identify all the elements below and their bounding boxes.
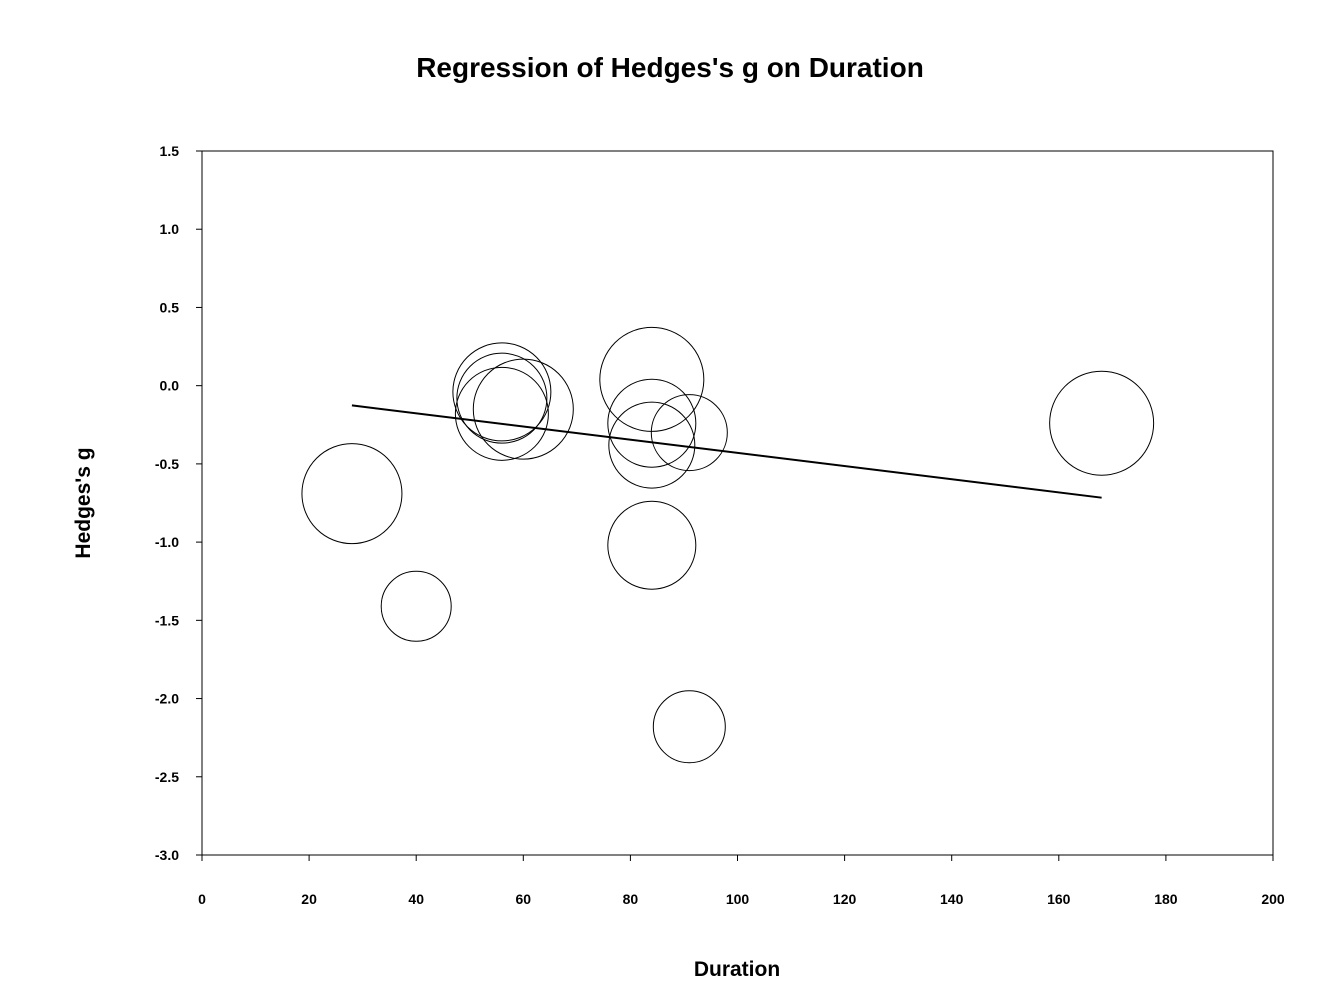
plot-area-frame <box>201 150 1274 856</box>
y-tick-label: -2.0 <box>155 691 179 707</box>
y-tick-label: 0.0 <box>160 378 180 394</box>
x-tick-label: 60 <box>516 891 532 907</box>
regression-line <box>351 404 1102 499</box>
study-point <box>652 690 726 764</box>
chart-title: Regression of Hedges's g on Duration <box>416 52 924 83</box>
study-point <box>607 500 697 590</box>
regression-layer <box>351 404 1102 499</box>
y-tick-label: -3.0 <box>155 847 179 863</box>
study-point <box>452 342 552 442</box>
study-point <box>380 570 452 642</box>
x-tick-label: 20 <box>301 891 317 907</box>
x-tick-label: 120 <box>833 891 857 907</box>
points-layer <box>301 326 1155 764</box>
y-tick-label: 1.5 <box>160 143 180 159</box>
y-axis-title: Hedges's g <box>72 447 95 558</box>
y-tick-label: 0.5 <box>160 299 180 315</box>
x-tick-label: 160 <box>1047 891 1071 907</box>
x-tick-label: 200 <box>1261 891 1285 907</box>
y-axis: 1.5 1.0 0.5 0.0 -0.5 -1.0 -1.5 -2.0 -2.5 -3.0 <box>155 143 202 863</box>
y-tick-label: -2.5 <box>155 769 179 785</box>
x-tick-label: 80 <box>623 891 639 907</box>
study-point <box>608 401 696 489</box>
study-point <box>1049 370 1155 476</box>
x-axis-title: Duration <box>694 958 780 981</box>
x-tick-label: 140 <box>940 891 964 907</box>
study-point <box>472 358 574 460</box>
y-tick-label: 1.0 <box>160 221 180 237</box>
x-tick-label: 180 <box>1154 891 1178 907</box>
x-axis: 0 20 40 60 80 100 120 140 160 180 200 <box>198 855 1285 907</box>
x-tick-label: 100 <box>726 891 750 907</box>
y-tick-label: -0.5 <box>155 456 179 472</box>
study-point <box>607 378 697 468</box>
y-tick-label: -1.5 <box>155 612 179 628</box>
study-point <box>650 394 728 472</box>
study-point <box>454 366 549 461</box>
x-tick-label: 40 <box>408 891 424 907</box>
study-point <box>456 352 548 444</box>
x-tick-label: 0 <box>198 891 206 907</box>
study-point <box>301 443 403 545</box>
y-tick-label: -1.0 <box>155 534 179 550</box>
